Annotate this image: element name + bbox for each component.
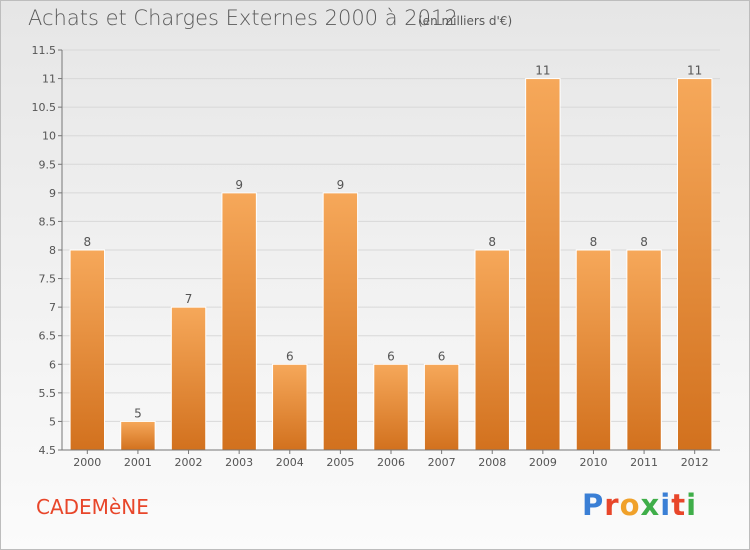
data-label: 5 [134, 406, 142, 420]
x-tick-label: 2001 [124, 456, 152, 469]
data-label: 8 [488, 235, 496, 249]
bar [221, 192, 257, 451]
logo-letter: P [582, 488, 605, 522]
y-tick-label: 4.5 [39, 444, 57, 457]
y-tick-label: 7.5 [39, 273, 57, 286]
x-tick-label: 2009 [529, 456, 557, 469]
bar [69, 249, 106, 451]
bars [69, 78, 713, 451]
bar [474, 249, 510, 451]
data-label: 11 [535, 64, 550, 78]
y-tick-label: 11 [42, 73, 56, 86]
y-tick-label: 5.5 [39, 387, 57, 400]
bar [272, 363, 308, 451]
x-tick-label: 2006 [377, 456, 405, 469]
y-tick-label: 9 [49, 187, 56, 200]
logo-letter: t [671, 488, 687, 522]
bar [322, 192, 359, 451]
x-tick-label: 2010 [579, 456, 607, 469]
data-label: 7 [185, 292, 193, 306]
data-label: 9 [337, 178, 345, 192]
bar [575, 249, 612, 451]
data-label: 9 [235, 178, 243, 192]
logo-letter: x [640, 488, 661, 522]
data-label: 8 [640, 235, 648, 249]
data-label: 6 [387, 349, 395, 363]
data-label: 6 [438, 349, 446, 363]
y-tick-label: 11.5 [32, 44, 57, 57]
logo-letter: i [686, 488, 698, 522]
x-tick-label: 2007 [428, 456, 456, 469]
data-label: 8 [590, 235, 598, 249]
data-label: 8 [83, 235, 91, 249]
y-tick-label: 5 [49, 415, 56, 428]
chart-subtitle: (en milliers d'€) [418, 14, 513, 28]
commune-name: CADEMèNE [36, 495, 149, 519]
y-tick-label: 9.5 [39, 158, 57, 171]
axes [58, 49, 720, 454]
bar [676, 78, 713, 451]
y-tick-label: 8 [49, 244, 56, 257]
x-tick-label: 2012 [681, 456, 709, 469]
bar [626, 249, 662, 451]
y-tick-label: 7 [49, 301, 56, 314]
proxiti-logo[interactable]: Proxiti [582, 488, 697, 522]
logo-letter: i [660, 488, 672, 522]
x-tick-label: 2008 [478, 456, 506, 469]
bar [525, 78, 561, 451]
x-tick-label: 2002 [175, 456, 203, 469]
y-tick-label: 6.5 [39, 330, 57, 343]
y-tick-label: 6 [49, 358, 56, 371]
y-tick-label: 10 [42, 130, 56, 143]
x-tick-label: 2003 [225, 456, 253, 469]
data-label: 6 [286, 349, 294, 363]
x-tick-label: 2004 [276, 456, 304, 469]
logo-letter: r [604, 488, 620, 522]
bar [373, 363, 409, 451]
labels: 4.5 5 5.5 6 6.5 7 7.5 8 8.5 9 9.5 10 10.5 11 11.5 8 2000… [32, 44, 709, 469]
logo-letter: o [619, 488, 641, 522]
x-tick-label: 2011 [630, 456, 658, 469]
y-tick-label: 8.5 [39, 215, 57, 228]
data-label: 11 [687, 64, 702, 78]
bar [120, 420, 156, 451]
bar [170, 306, 207, 451]
x-tick-label: 2005 [326, 456, 354, 469]
x-tick-label: 2000 [73, 456, 101, 469]
bar [423, 363, 460, 451]
chart-title: Achats et Charges Externes 2000 à 2012 [28, 6, 458, 30]
y-tick-label: 10.5 [32, 101, 57, 114]
